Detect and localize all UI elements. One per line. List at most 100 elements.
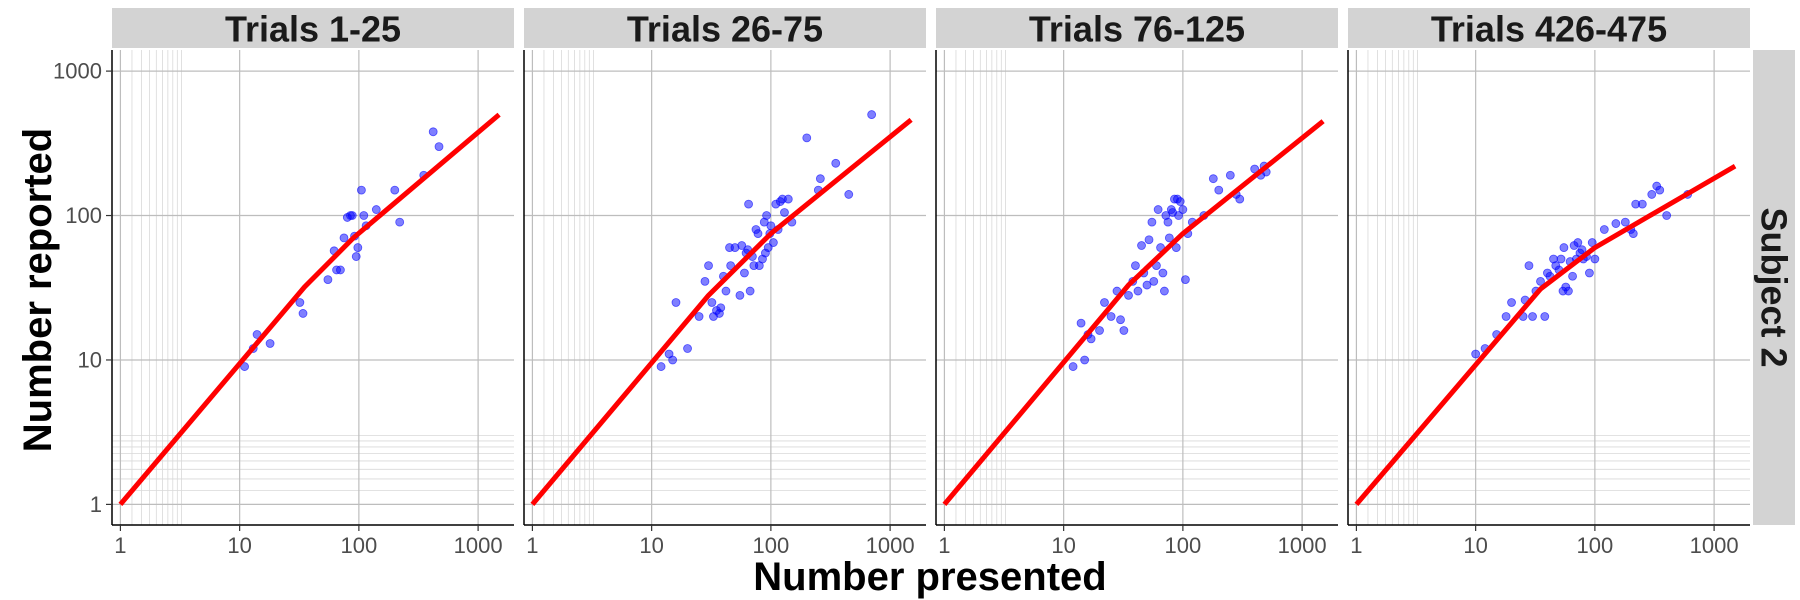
data-point [1590,254,1600,264]
data-point [1564,286,1573,296]
data-point [1076,318,1086,328]
x-tick-label: 1 [114,533,126,558]
data-point [766,221,776,231]
data-point [371,205,381,214]
panel-4: Trials 426-475 1 10 100 1000 [1347,8,1750,558]
data-point [1144,235,1154,245]
data-point [683,344,692,353]
data-point [1585,268,1594,278]
x-tick-label: 10 [1051,533,1075,558]
data-point [298,309,308,318]
x-axis-title: Number presented [753,555,1106,599]
fit-line [118,112,501,507]
fit-line [942,119,1325,507]
x-tick-label: 10 [1463,533,1487,558]
data-point [1080,355,1090,365]
data-point [1100,298,1109,307]
data-point [1501,312,1511,321]
data-point [721,286,731,296]
data-point [1137,241,1146,250]
data-point [1131,261,1140,271]
data-point [295,298,305,307]
data-point [1149,276,1159,286]
panel-title: Trials 426-475 [1431,9,1667,50]
data-point [740,268,749,278]
panel-title: Trials 26-75 [627,9,823,50]
data-point [336,265,345,275]
panel-strip-background [936,8,1338,48]
data-point [1158,268,1168,278]
data-point [1577,245,1587,255]
data-point [867,110,877,119]
fit-line [1354,163,1737,507]
data-point [668,355,678,365]
data-point [737,241,747,250]
data-point [265,339,275,348]
data-point [1160,286,1169,296]
data-point [1620,217,1630,227]
data-point [1528,312,1537,321]
data-point [1181,275,1190,285]
data-point [1524,261,1534,271]
panel-2: Trials 26-75 1 10 100 1000 [523,8,926,558]
data-point [347,211,357,220]
y-tick-label: 1 [90,492,102,517]
data-point [802,133,812,143]
data-point [694,312,704,321]
data-point [1116,315,1125,325]
data-point [744,199,753,209]
data-point [831,158,841,168]
data-point [357,185,366,195]
x-tick-label: 1000 [866,533,915,558]
data-point [1142,280,1152,290]
x-tick-label: 100 [1577,533,1614,558]
data-point [1655,185,1665,195]
x-tick-label: 100 [1165,533,1202,558]
data-point [434,142,444,152]
data-point [753,229,763,238]
panel-title: Trials 76-125 [1029,9,1245,50]
data-point [1174,211,1183,220]
data-point [1662,211,1672,220]
data-point [1599,225,1609,234]
data-point [1540,312,1550,321]
data-point [339,233,349,243]
panel-strip-background [1348,8,1750,48]
x-tick-label: 1 [526,533,538,558]
data-point [1471,349,1481,359]
fit-line [530,117,913,507]
data-point [1119,326,1129,335]
data-point [1164,233,1174,243]
data-point [1573,238,1583,247]
data-point [1235,194,1245,204]
row-strip-background [1753,50,1795,525]
row-strip-label: Subject 2 [1754,207,1795,367]
data-point [1225,170,1235,180]
data-point [1106,312,1116,321]
data-point [359,211,369,220]
data-point [1208,174,1218,184]
data-point [716,303,726,313]
panel-title: Trials 1-25 [225,9,401,50]
data-point [1086,334,1096,344]
data-point [1171,243,1181,252]
row-strip: Subject 2 [1753,50,1795,525]
data-point [745,286,755,296]
data-point [353,243,363,252]
data-point [700,276,710,286]
data-point [1568,271,1577,281]
data-point [762,211,771,220]
data-point [323,275,333,285]
x-tick-label: 1 [938,533,950,558]
data-point [1536,276,1545,286]
data-point [1559,243,1569,252]
x-tick-label: 100 [753,533,790,558]
panel-3: Trials 76-125 1 10 100 1000 [935,8,1338,558]
x-tick-label: 10 [639,533,663,558]
data-point [390,185,400,195]
data-point [428,127,438,137]
data-point [1095,326,1104,335]
data-point [1178,205,1188,214]
data-point [1163,217,1173,227]
